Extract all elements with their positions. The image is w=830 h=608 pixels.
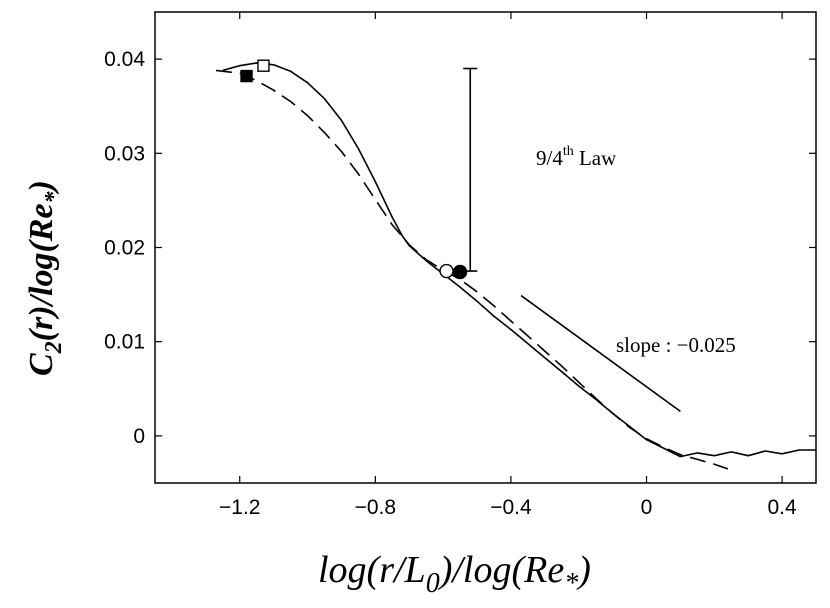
x-tick-label: −1.2 xyxy=(219,496,260,519)
annotation-layer xyxy=(240,59,681,413)
x-tick-label: −0.4 xyxy=(490,496,532,519)
x-axis: −1.2 −0.8 −0.4 0 0.4 xyxy=(219,12,797,519)
y-tick-label: 0.02 xyxy=(104,237,145,260)
y-tick-label: 0.04 xyxy=(104,48,145,71)
x-tick-label: 0 xyxy=(641,496,653,519)
y-tick-label: 0.03 xyxy=(104,142,145,165)
y-tick-label: 0.01 xyxy=(104,331,145,354)
series-layer xyxy=(215,62,816,470)
plot-frame xyxy=(154,11,817,484)
slope-reference-line xyxy=(520,294,681,413)
slope-annotation: slope : −0.025 xyxy=(616,333,736,357)
y-axis-title: C2(r)/log(Re*) xyxy=(23,180,67,376)
x-tick-label: 0.4 xyxy=(768,496,798,519)
filled-circle-marker xyxy=(452,264,468,280)
filled-square-marker xyxy=(240,69,253,83)
open-circle-marker xyxy=(439,263,454,279)
x-tick-label: −0.8 xyxy=(355,496,396,519)
dashed-series-line xyxy=(215,69,729,470)
solid-series-line xyxy=(222,62,816,458)
y-axis: 0 0.01 0.02 0.03 0.04 xyxy=(104,48,816,448)
open-square-marker xyxy=(257,59,270,72)
x-axis-title: log(r/L0)/log(Re*) xyxy=(318,549,591,599)
y-tick-label: 0 xyxy=(133,425,145,448)
law-annotation: 9/4th Law xyxy=(536,144,617,170)
